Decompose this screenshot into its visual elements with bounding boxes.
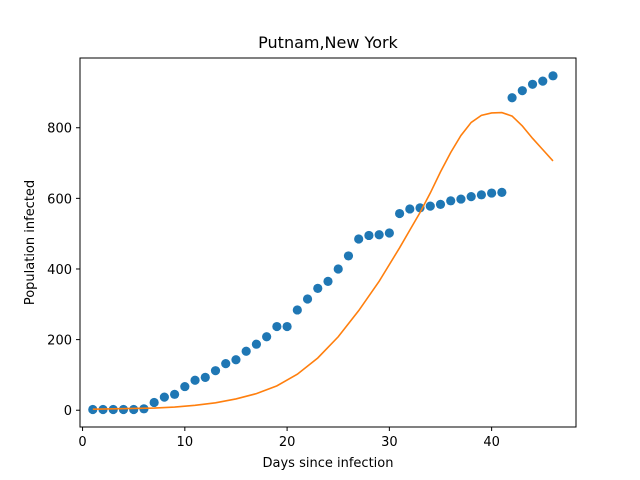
observed-point xyxy=(221,359,231,369)
observed-point xyxy=(527,79,538,89)
axes-frame xyxy=(79,57,577,428)
chart-title: Putnam,New York xyxy=(258,33,398,52)
observed-point xyxy=(415,203,425,213)
observed-point xyxy=(149,397,159,408)
observed-point xyxy=(180,381,190,392)
observed-point xyxy=(374,230,384,240)
y-tick-label: 200 xyxy=(47,334,72,349)
observed-point xyxy=(343,251,354,261)
observed-point xyxy=(548,71,558,81)
observed-point xyxy=(262,332,272,342)
observed-point xyxy=(231,355,241,365)
observed-point xyxy=(476,190,487,200)
observed-point xyxy=(425,201,435,211)
x-tick-label: 20 xyxy=(279,435,296,450)
observed-point xyxy=(129,404,139,415)
observed-point xyxy=(169,389,180,399)
x-axis-label: Days since infection xyxy=(263,456,394,471)
plot-area xyxy=(88,71,558,415)
observed-point xyxy=(394,208,405,219)
observed-point xyxy=(456,194,466,204)
observed-point xyxy=(507,93,517,103)
observed-point xyxy=(333,264,343,274)
observed-point xyxy=(435,199,446,209)
observed-point xyxy=(538,76,548,86)
observed-point xyxy=(292,305,302,315)
observed-point xyxy=(313,283,323,294)
y-axis-label: Population infected xyxy=(23,180,38,305)
observed-point xyxy=(466,191,476,202)
observed-point xyxy=(517,86,527,96)
observed-point xyxy=(384,228,394,238)
observed-point xyxy=(251,339,262,349)
observed-point xyxy=(354,234,364,244)
observed-point xyxy=(446,196,456,206)
observed-point xyxy=(210,366,221,376)
observed-point xyxy=(487,188,497,198)
x-tick-label: 10 xyxy=(177,435,194,450)
y-tick-label: 0 xyxy=(64,404,72,419)
observed-point xyxy=(497,187,507,197)
observed-point xyxy=(364,230,374,241)
model-curve xyxy=(92,111,554,410)
observed-point xyxy=(159,392,169,402)
observed-point xyxy=(323,276,333,286)
y-tick-label: 800 xyxy=(47,122,72,137)
observed-point xyxy=(118,404,129,415)
y-tick-label: 600 xyxy=(47,192,72,207)
x-tick-label: 40 xyxy=(483,435,500,450)
observed-point xyxy=(88,404,98,415)
observed-point xyxy=(282,321,292,332)
observed-point xyxy=(272,321,282,332)
observed-point xyxy=(405,204,415,214)
observed-point xyxy=(302,294,313,304)
y-axis: 0 200 400 600 800 xyxy=(47,122,80,419)
x-tick-label: 30 xyxy=(381,435,398,450)
observed-point xyxy=(241,346,251,356)
x-tick-label: 0 xyxy=(78,435,86,450)
x-axis: 0 10 20 30 40 xyxy=(78,427,500,450)
y-tick-label: 400 xyxy=(47,263,72,278)
observed-point xyxy=(200,372,210,382)
observed-point xyxy=(190,375,200,385)
